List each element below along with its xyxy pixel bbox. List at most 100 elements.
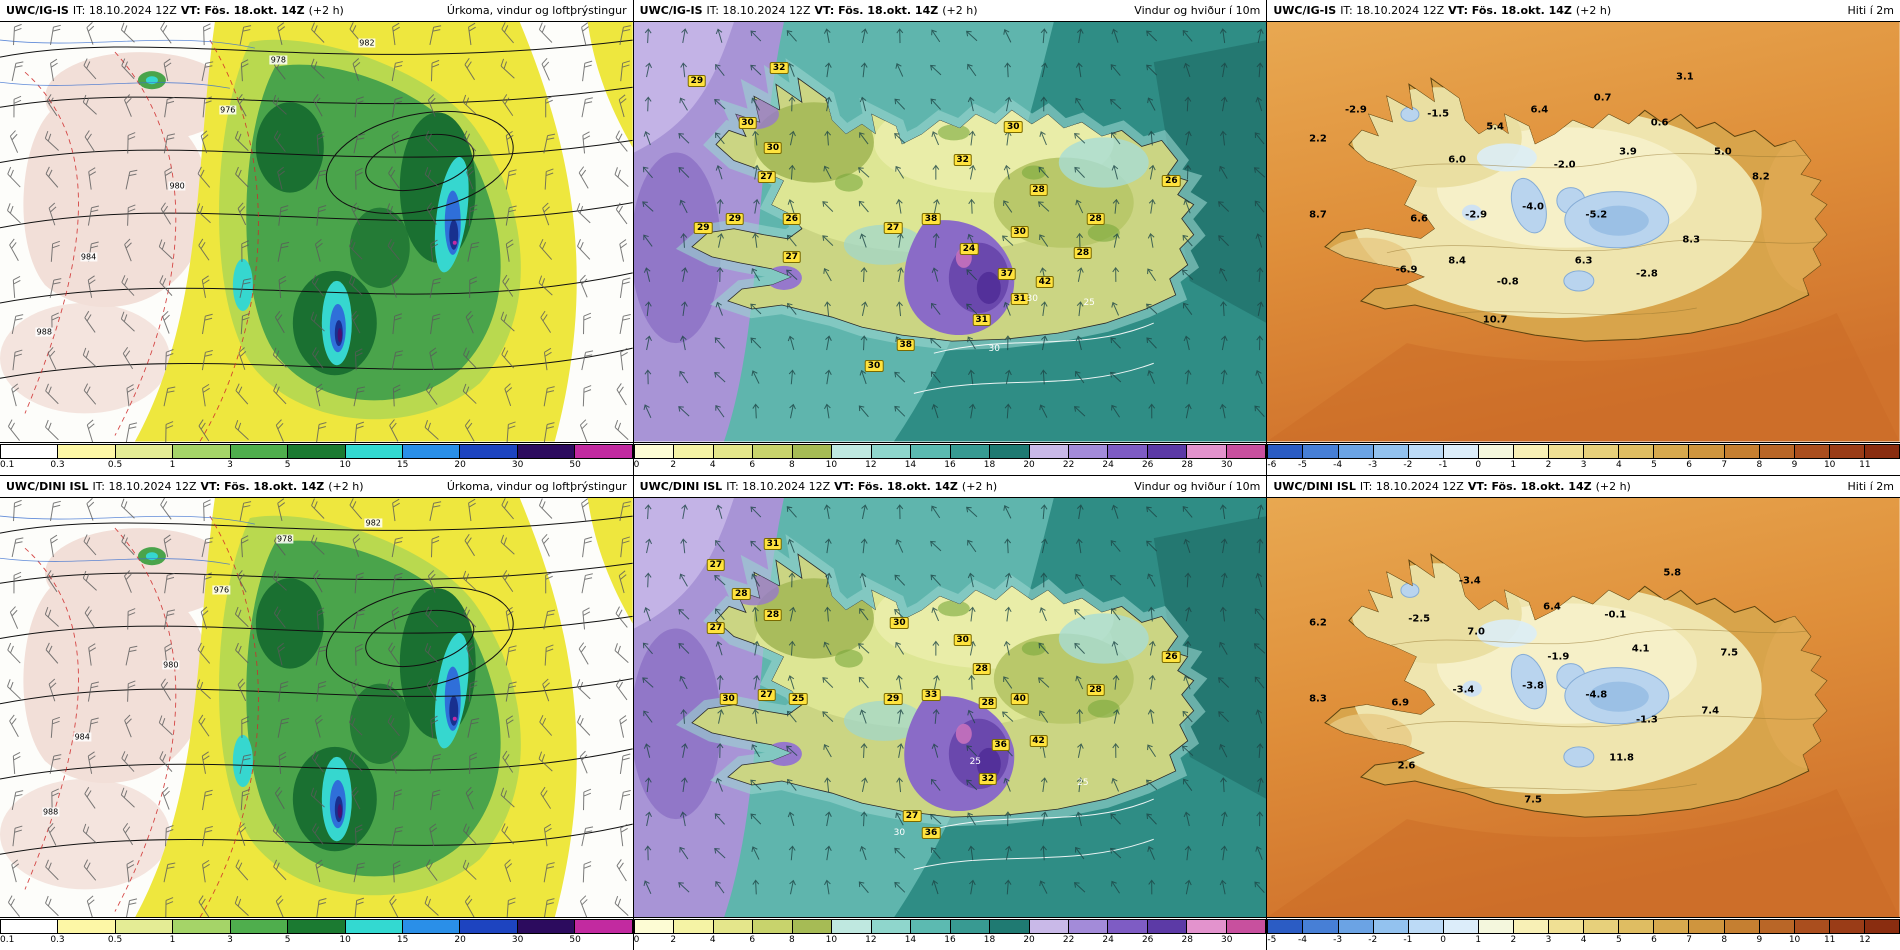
- colorbar-segment: [1408, 920, 1444, 933]
- map-precip-wind-pressure[interactable]: 978 982 976 980 984 988: [0, 497, 633, 918]
- init-time: IT: 18.10.2024 12Z: [1340, 4, 1445, 17]
- wind-gust-value: 28: [978, 697, 998, 710]
- colorbar-temperature: -6 -5 -4 -3 -2 -1 0 1 2 3 4 5 6 7 8 9 10 11: [1267, 442, 1900, 475]
- colorbar-tick-label: 5: [1615, 935, 1622, 945]
- colorbar-segment: [1068, 920, 1109, 933]
- model-name: UWC/IG-IS: [1273, 4, 1337, 17]
- wind-gust-value: 26: [1162, 650, 1181, 663]
- colorbar-segment: [792, 444, 833, 458]
- wind-gust-value: 24: [959, 242, 979, 255]
- colorbar-tick-label: 50: [569, 935, 581, 945]
- temperature-value: -2.5: [1408, 613, 1431, 625]
- colorbar-tick-label: 0.5: [107, 459, 123, 470]
- temperature-value: 6.4: [1543, 601, 1561, 613]
- colorbar-tick-label: -3: [1333, 935, 1343, 945]
- wind-gust-value: 32: [978, 772, 998, 785]
- valid-time: VT: Fös. 18.okt. 14Z: [180, 4, 305, 17]
- colorbar-tick-label: 16: [944, 459, 956, 470]
- colorbar-segment: [1408, 444, 1444, 458]
- map-wind-gusts-10m[interactable]: 31 27 28 28 27 25 30 27 30 30 28 26 28 29 33 28 40 36 42 32…: [633, 497, 1267, 918]
- init-time: IT: 18.10.2024 12Z: [92, 479, 197, 493]
- colorbar-segment: [1549, 444, 1585, 458]
- wind-contour-label: 30: [893, 828, 906, 839]
- panel-header: UWC/DINI ISL IT: 18.10.2024 12Z VT: Fös. 1…: [1267, 475, 1900, 498]
- map-wind-gusts-10m[interactable]: 29 32 30 30 27 26 29 29 27 32 30 28 26 28 28 27 38 24 30 37…: [633, 22, 1267, 443]
- colorbar-gradient: [0, 919, 633, 934]
- temperature-value: 11.8: [1609, 752, 1634, 764]
- wind-gust-value: 27: [782, 250, 802, 263]
- colorbar-segment: [713, 444, 754, 458]
- wind-gust-value: 32: [953, 154, 972, 167]
- colorbar-tick-label: 30: [511, 935, 524, 945]
- wind-gust-value: 29: [693, 221, 713, 234]
- temperature-value: -2.9: [1344, 104, 1367, 116]
- panel-header: UWC/DINI ISL IT: 18.10.2024 12Z VT: Fös. 1…: [0, 475, 633, 498]
- lead-time: (+2 h): [308, 4, 344, 17]
- panel-igis-wind: UWC/IG-IS IT: 18.10.2024 12Z VT: Fös. 18.o…: [633, 0, 1267, 475]
- colorbar-wind: 0 2 4 6 8 10 12 14 16 18 20 22 24 26 28 30: [633, 918, 1267, 950]
- wind-gust-value: 28: [731, 587, 751, 600]
- colorbar-segment: [1584, 444, 1620, 458]
- colorbar-segment: [173, 920, 231, 933]
- colorbar-tick-labels: 0 2 4 6 8 10 12 14 16 18 20 22 24 26 28 30: [634, 459, 1267, 473]
- colorbar-segment: [1654, 444, 1690, 458]
- model-name: UWC/DINI ISL: [639, 479, 723, 493]
- colorbar-tick-label: -2: [1368, 935, 1378, 945]
- colorbar-segment: [674, 920, 714, 933]
- colorbar-tick-label: -5: [1297, 459, 1307, 470]
- run-info: UWC/IG-IS IT: 18.10.2024 12Z VT: Fös. 18.o…: [1273, 4, 1615, 17]
- map-temperature-2m[interactable]: -2.9 2.2 -1.5 5.4 6.4 0.7 3.1 0.6 3.9 5.0 6.0 -2.0 8…: [1267, 22, 1900, 443]
- colorbar-segment: [1029, 920, 1069, 933]
- wind-gust-value: 29: [687, 74, 707, 87]
- wind-contour-label: 25: [1083, 298, 1095, 309]
- colorbar-segment: [990, 444, 1030, 458]
- wind-gust-value: 28: [1073, 246, 1093, 259]
- colorbar-tick-label: 4: [1580, 935, 1587, 945]
- wind-gust-value: 27: [706, 621, 726, 634]
- lead-time: (+2 h): [961, 479, 998, 493]
- colorbar-tick-label: 0.3: [50, 459, 65, 470]
- colorbar-tick-labels: -5 -4 -3 -2 -1 0 1 2 3 4 5 6 7 8 9 10 11 12: [1267, 934, 1900, 948]
- colorbar-segment: [990, 920, 1030, 933]
- colorbar-tick-label: 0.3: [50, 935, 65, 945]
- colorbar-tick-label: 9: [1756, 935, 1763, 945]
- colorbar-segment: [674, 444, 714, 458]
- colorbar-segment: [634, 444, 675, 458]
- colorbar-segment: [1689, 920, 1725, 933]
- temperature-value: 3.9: [1619, 146, 1637, 158]
- wind-gust-value: 30: [1003, 120, 1023, 133]
- lead-time: (+2 h): [1595, 479, 1631, 493]
- colorbar-tick-label: 7: [1721, 459, 1728, 470]
- colorbar-tick-labels: -6 -5 -4 -3 -2 -1 0 1 2 3 4 5 6 7 8 9 10 11: [1267, 459, 1900, 473]
- isobar-label: 980: [168, 181, 186, 191]
- colorbar-segment: [402, 444, 461, 458]
- wind-contour-label: 25: [1077, 777, 1089, 788]
- colorbar-tick-label: 0.1: [0, 459, 15, 470]
- colorbar-segment: [1864, 444, 1900, 458]
- colorbar-tick-label: 1: [169, 459, 176, 470]
- temperature-value: 10.7: [1482, 314, 1508, 326]
- colorbar-segment: [1443, 444, 1479, 458]
- temperature-value: 5.8: [1663, 567, 1682, 579]
- temperature-value: -5.2: [1585, 209, 1608, 221]
- model-name: UWC/IG-IS: [6, 4, 69, 17]
- panel-header: UWC/DINI ISL IT: 18.10.2024 12Z VT: Fös. 1…: [633, 475, 1267, 498]
- colorbar-segment: [1068, 444, 1109, 458]
- map-temperature-2m[interactable]: -3.4 5.8 6.2 -2.5 7.0 6.4 -0.1 -1.9 4.1 7.5 8.3 6.9…: [1267, 497, 1900, 918]
- colorbar-tick-label: -4: [1333, 459, 1343, 470]
- map-precip-wind-pressure[interactable]: 978 982 976 980 984 988: [0, 22, 633, 443]
- wind-gust-value: 33: [921, 688, 941, 701]
- colorbar-tick-label: 6: [1651, 935, 1657, 945]
- temperature-value: 8.4: [1448, 255, 1466, 267]
- colorbar-segment: [1, 920, 59, 933]
- colorbar-segment: [634, 920, 675, 933]
- colorbar-segment: [753, 920, 793, 933]
- colorbar-tick-label: 5: [284, 459, 291, 470]
- model-name: UWC/IG-IS: [639, 4, 703, 17]
- colorbar-segment: [1829, 444, 1865, 458]
- colorbar-segment: [115, 444, 174, 458]
- colorbar-segment: [871, 920, 912, 933]
- colorbar-segment: [911, 444, 951, 458]
- isobar-label: 976: [212, 585, 231, 595]
